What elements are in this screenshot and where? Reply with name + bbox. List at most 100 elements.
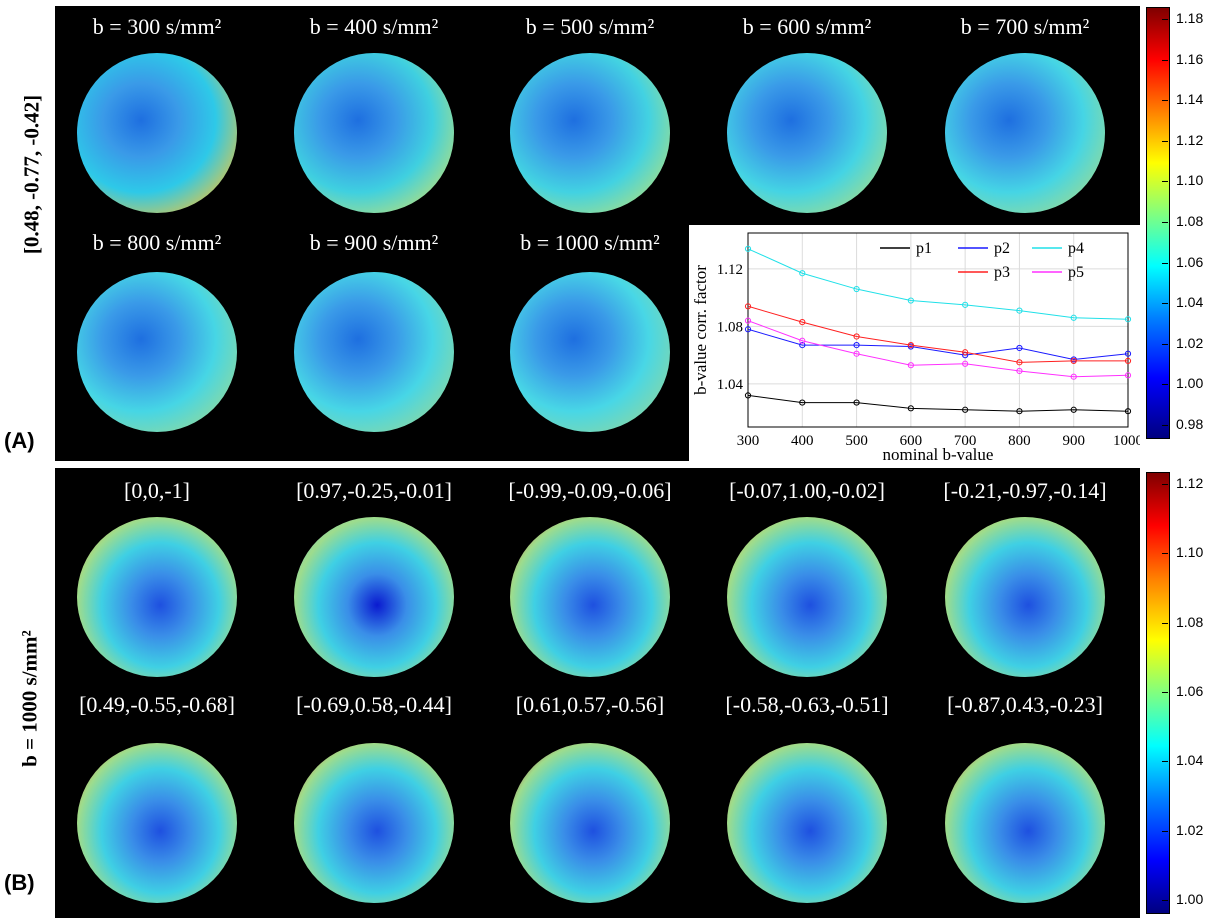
data-point-p5 xyxy=(744,317,752,324)
colorbar-tick-label: 1.08 xyxy=(1176,213,1204,229)
data-point-p3 xyxy=(1124,357,1132,364)
series-line-p4 xyxy=(747,248,1129,320)
colorbar-tick-label: 1.12 xyxy=(1176,131,1204,148)
data-point-p5 xyxy=(853,350,860,357)
colorbar-tick-mark xyxy=(1162,343,1168,345)
inset-line-chart: 300 400 500 600 700 800 900 1000 1.04 1.08 1.12 nom… xyxy=(692,232,1140,461)
colorbar-tick-label: 1.14 xyxy=(1176,91,1204,108)
data-point-p4 xyxy=(744,245,752,252)
series-line-p5 xyxy=(747,320,1129,378)
colorbar-tick-label: 1.12 xyxy=(1176,475,1204,491)
data-point-p5 xyxy=(1016,367,1023,375)
data-point-p3 xyxy=(1070,357,1077,364)
data-point-p2 xyxy=(853,341,860,349)
colorbar-tick-label: 1.00 xyxy=(1176,891,1204,907)
diffusion-map-disc xyxy=(77,517,237,677)
data-point-p1 xyxy=(853,399,860,406)
colorbar-tick-mark xyxy=(1162,59,1168,61)
data-point-p5 xyxy=(799,337,806,344)
data-point-p5 xyxy=(907,362,914,369)
x-tick-label: 500 xyxy=(845,433,868,449)
panel-label-b: (B) xyxy=(4,870,35,895)
data-point-p3 xyxy=(1016,359,1023,366)
colorbar-tick-mark xyxy=(1162,622,1168,624)
direction-title: [-0.99,-0.09,-0.06] xyxy=(508,478,672,503)
data-point-p4 xyxy=(853,285,860,293)
direction-title: [-0.58,-0.63,-0.51] xyxy=(725,692,889,717)
x-tick-label: 400 xyxy=(791,433,814,449)
diffusion-map-disc xyxy=(727,517,887,677)
legend-label-p3: p3 xyxy=(994,264,1010,281)
data-point-p4 xyxy=(1016,307,1023,314)
plot-frame xyxy=(747,232,1129,428)
colorbar-tick-mark xyxy=(1162,181,1168,183)
data-point-p4 xyxy=(1124,316,1132,323)
direction-title: [0,0,-1] xyxy=(124,478,190,503)
x-tick-label: 800 xyxy=(1008,433,1031,449)
data-point-p5 xyxy=(1070,373,1077,380)
x-tick-label: 1000 xyxy=(1113,433,1140,449)
colorbar-tick-mark xyxy=(1162,484,1168,485)
colorbar-tick-mark xyxy=(1162,19,1168,20)
direction-title: [-0.69,0.58,-0.44] xyxy=(296,692,452,717)
data-point-p1 xyxy=(907,405,914,412)
direction-title: [0.49,-0.55,-0.68] xyxy=(79,692,235,717)
legend-label-p5: p5 xyxy=(1068,264,1084,281)
colorbar-b xyxy=(1146,472,1170,914)
colorbar-tick-label: 1.02 xyxy=(1176,334,1204,351)
colorbar-tick-label: 1.08 xyxy=(1176,613,1204,630)
data-point-p1 xyxy=(744,392,752,399)
data-point-p3 xyxy=(799,318,806,326)
y-tick-label: 1.04 xyxy=(717,377,744,393)
x-tick-label: 900 xyxy=(1062,433,1085,449)
diffusion-map-disc xyxy=(727,53,887,213)
direction-title: [-0.07,1.00,-0.02] xyxy=(729,478,885,503)
direction-title: [-0.21,-0.97,-0.14] xyxy=(943,478,1107,503)
diffusion-map-disc xyxy=(294,272,454,432)
data-point-p5 xyxy=(1124,372,1132,379)
y-tick-label: 1.08 xyxy=(717,319,743,335)
legend-label-p4: p4 xyxy=(1068,240,1084,257)
colorbar-tick-label: 1.00 xyxy=(1176,375,1204,392)
diffusion-map-disc xyxy=(945,517,1105,677)
diffusion-map-disc xyxy=(510,743,670,903)
colorbar-tick-mark xyxy=(1162,303,1168,305)
colorbar-tick-mark xyxy=(1162,553,1168,555)
data-point-p3 xyxy=(853,333,860,340)
series-line-p2 xyxy=(747,328,1129,360)
colorbar-tick-label: 1.10 xyxy=(1176,172,1204,189)
y-tick-label: 1.12 xyxy=(717,262,743,278)
x-tick-label: 700 xyxy=(954,433,977,449)
data-point-p4 xyxy=(1070,314,1077,321)
diffusion-map-disc xyxy=(294,517,454,677)
series-line-p1 xyxy=(747,394,1129,412)
data-point-p3 xyxy=(962,349,969,356)
colorbar-tick-label: 1.16 xyxy=(1176,50,1204,67)
colorbar-tick-label: 1.18 xyxy=(1176,10,1204,26)
colorbar-tick-mark xyxy=(1162,692,1168,693)
direction-title: [-0.87,0.43,-0.23] xyxy=(947,692,1103,717)
data-point-p1 xyxy=(962,406,969,413)
data-point-p2 xyxy=(1016,344,1023,352)
x-axis-label: nominal b-value xyxy=(883,445,994,461)
data-point-p5 xyxy=(962,360,969,367)
colorbar-tick-mark xyxy=(1162,100,1168,102)
data-point-p1 xyxy=(1070,406,1077,413)
diffusion-map-disc xyxy=(510,272,670,432)
diffusion-map-disc xyxy=(77,743,237,903)
data-point-p2 xyxy=(1124,350,1132,357)
colorbar-tick-mark xyxy=(1162,140,1168,142)
x-tick-label: 600 xyxy=(900,433,923,449)
colorbar-tick-label: 1.04 xyxy=(1176,294,1204,311)
direction-title: [0.61,0.57,-0.56] xyxy=(515,692,665,717)
diffusion-map-disc xyxy=(945,53,1105,213)
map-title: b = 700 s/mm² xyxy=(960,14,1090,39)
diffusion-map-disc xyxy=(727,743,887,903)
data-point-p4 xyxy=(962,301,969,308)
map-title: b = 500 s/mm² xyxy=(525,14,655,39)
diffusion-map-disc xyxy=(510,53,670,213)
data-point-p3 xyxy=(744,303,752,310)
colorbar-tick-mark xyxy=(1162,222,1168,223)
data-point-p4 xyxy=(907,297,914,304)
colorbar-tick-label: 1.04 xyxy=(1176,752,1204,769)
